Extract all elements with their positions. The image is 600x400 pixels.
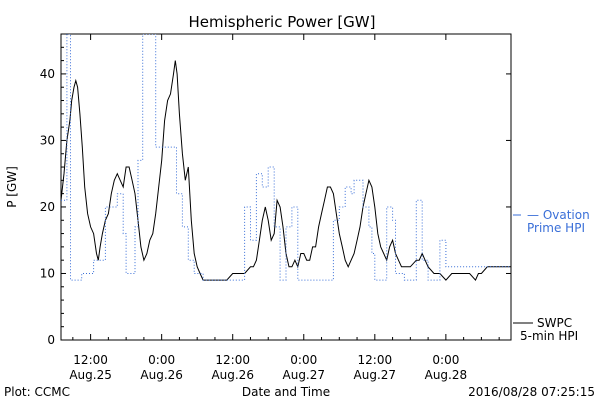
y-tick-label: 10 <box>40 266 55 280</box>
chart-title: Hemispheric Power [GW] <box>189 13 376 31</box>
legend-swpc-line1: SWPC <box>537 316 572 330</box>
legend-ovation-line1: — Ovation <box>527 208 590 222</box>
x-tick-date: Aug.26 <box>140 368 183 382</box>
y-axis-label: P [GW] <box>5 166 19 208</box>
x-tick-time: 12:00 <box>358 353 393 367</box>
x-tick-date: Aug.27 <box>354 368 397 382</box>
series-group <box>61 34 511 282</box>
x-tick-time: 0:00 <box>290 353 317 367</box>
swpc-hpi-line <box>61 60 511 282</box>
y-axis: 0 10 20 30 40 <box>40 46 511 347</box>
y-tick-label: 0 <box>47 333 55 347</box>
x-tick-time: 0:00 <box>148 353 175 367</box>
legend-swpc-line2: 5-min HPI <box>520 329 578 343</box>
footer-credit: Plot: CCMC <box>4 385 70 399</box>
y-tick-label: 30 <box>40 133 55 147</box>
x-tick-date: Aug.28 <box>425 368 468 382</box>
x-axis: 12:00Aug.250:00Aug.2612:00Aug.260:00Aug.… <box>69 34 500 382</box>
y-tick-label: 20 <box>40 200 55 214</box>
y-tick-label: 40 <box>40 67 55 81</box>
legend-ovation-line2: Prime HPI <box>527 221 585 235</box>
x-tick-time: 12:00 <box>215 353 250 367</box>
x-tick-time: 12:00 <box>73 353 108 367</box>
x-tick-date: Aug.27 <box>283 368 326 382</box>
x-tick-date: Aug.25 <box>69 368 112 382</box>
footer-timestamp: 2016/08/28 07:25:15 <box>468 385 595 399</box>
x-tick-date: Aug.26 <box>211 368 254 382</box>
ovation-prime-line <box>61 34 511 281</box>
x-axis-label: Date and Time <box>242 385 330 399</box>
x-tick-time: 0:00 <box>432 353 459 367</box>
plot-frame <box>60 33 512 341</box>
